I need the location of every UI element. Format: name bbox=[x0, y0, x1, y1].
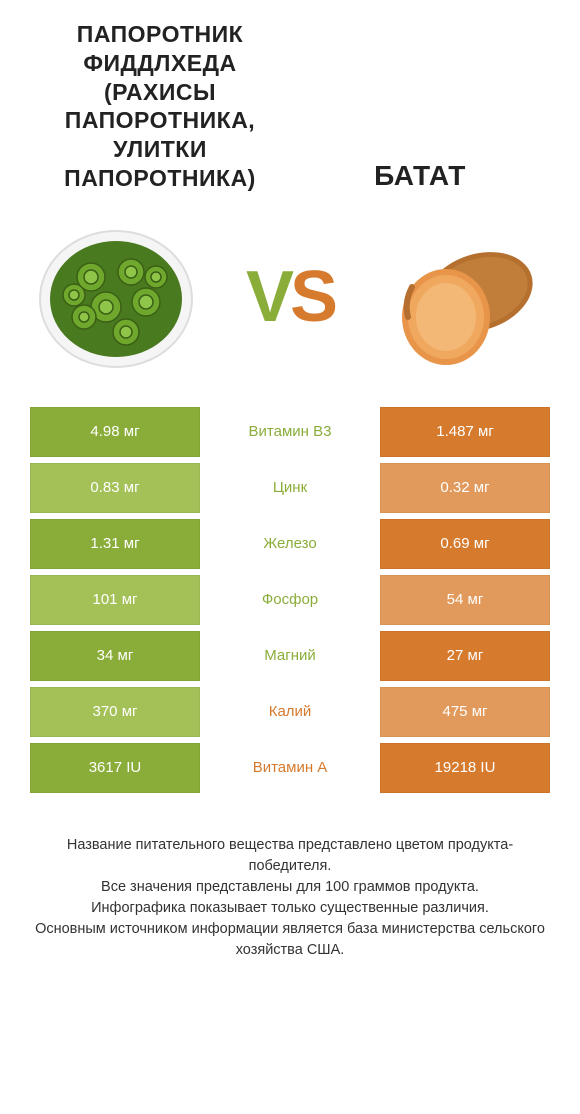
footer-line: Название питательного вещества представл… bbox=[34, 835, 546, 877]
value-left: 370 мг bbox=[30, 687, 200, 737]
fiddlehead-image bbox=[36, 217, 196, 377]
value-left: 3617 IU bbox=[30, 743, 200, 793]
value-right: 0.69 мг bbox=[380, 519, 550, 569]
footer-line: Инфографика показывает только существенн… bbox=[34, 898, 546, 919]
value-left: 101 мг bbox=[30, 575, 200, 625]
title-left: ПАПОРОТНИК ФИДДЛХЕДА (РАХИСЫ ПАПОРОТНИКА… bbox=[30, 20, 290, 193]
footer-line: Основным источником информации является … bbox=[34, 919, 546, 961]
sweet-potato-image bbox=[384, 217, 544, 377]
value-right: 27 мг bbox=[380, 631, 550, 681]
footer-text: Название питательного вещества представл… bbox=[30, 835, 550, 961]
value-right: 19218 IU bbox=[380, 743, 550, 793]
nutrient-name: Витамин A bbox=[206, 743, 374, 793]
nutrient-name: Фосфор bbox=[206, 575, 374, 625]
images-row: VS bbox=[30, 217, 550, 377]
vs-v: V bbox=[246, 261, 290, 333]
value-right: 0.32 мг bbox=[380, 463, 550, 513]
table-row: 34 мгМагний27 мг bbox=[30, 631, 550, 681]
nutrient-name: Магний bbox=[206, 631, 374, 681]
title-right: БАТАТ bbox=[290, 158, 550, 193]
vs-s: S bbox=[290, 261, 334, 333]
value-left: 4.98 мг bbox=[30, 407, 200, 457]
nutrient-name: Витамин B3 bbox=[206, 407, 374, 457]
nutrient-name: Цинк bbox=[206, 463, 374, 513]
table-row: 1.31 мгЖелезо0.69 мг bbox=[30, 519, 550, 569]
footer-line: Все значения представлены для 100 граммо… bbox=[34, 877, 546, 898]
value-left: 34 мг bbox=[30, 631, 200, 681]
nutrient-name: Калий bbox=[206, 687, 374, 737]
value-left: 1.31 мг bbox=[30, 519, 200, 569]
table-row: 370 мгКалий475 мг bbox=[30, 687, 550, 737]
value-left: 0.83 мг bbox=[30, 463, 200, 513]
value-right: 475 мг bbox=[380, 687, 550, 737]
nutrient-name: Железо bbox=[206, 519, 374, 569]
table-row: 101 мгФосфор54 мг bbox=[30, 575, 550, 625]
vs-label: VS bbox=[246, 261, 334, 333]
comparison-table: 4.98 мгВитамин B31.487 мг 0.83 мгЦинк0.32… bbox=[30, 407, 550, 793]
table-row: 3617 IUВитамин A19218 IU bbox=[30, 743, 550, 793]
titles-row: ПАПОРОТНИК ФИДДЛХЕДА (РАХИСЫ ПАПОРОТНИКА… bbox=[30, 20, 550, 193]
value-right: 1.487 мг bbox=[380, 407, 550, 457]
value-right: 54 мг bbox=[380, 575, 550, 625]
table-row: 4.98 мгВитамин B31.487 мг bbox=[30, 407, 550, 457]
table-row: 0.83 мгЦинк0.32 мг bbox=[30, 463, 550, 513]
